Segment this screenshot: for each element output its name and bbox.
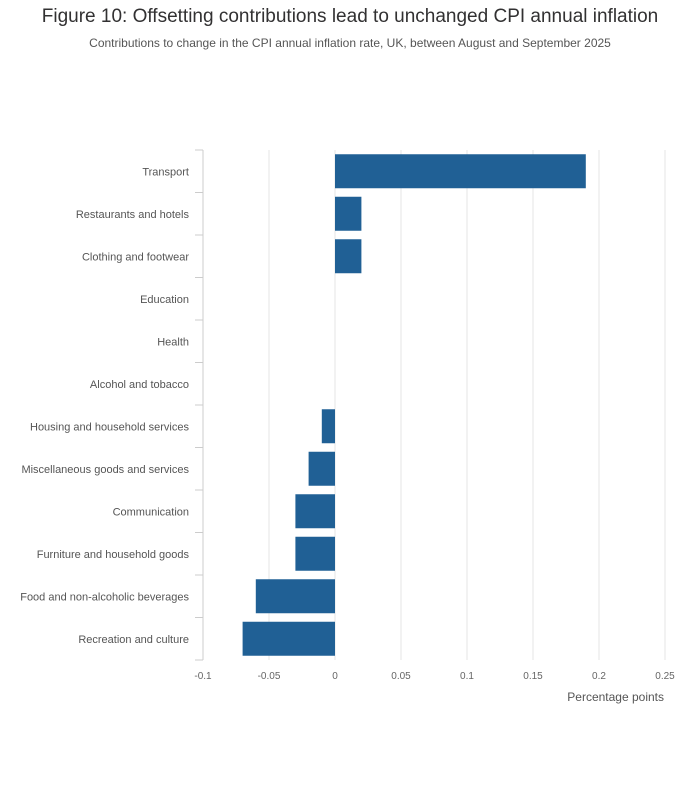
bar [255,579,335,614]
x-tick-label: 0.05 [391,671,411,682]
x-axis-title: Percentage points [567,690,664,704]
bar [295,494,335,529]
y-category-label: Communication [113,506,189,518]
bar [295,536,335,571]
bars [242,154,586,656]
bar [308,451,335,486]
chart-title: Figure 10: Offsetting contributions lead… [41,6,659,27]
bar [335,196,362,231]
y-category-label: Housing and household services [30,421,189,433]
bar [321,409,335,444]
y-category-label: Alcohol and tobacco [90,379,189,391]
y-category-label: Education [140,294,189,306]
y-category-label: Health [157,336,189,348]
y-category-label: Recreation and culture [78,634,189,646]
x-tick-label: 0.25 [655,671,675,682]
bar [335,154,586,189]
bar [242,621,335,656]
chart-subtitle: Contributions to change in the CPI annua… [89,36,611,50]
y-category-label: Restaurants and hotels [76,209,190,221]
y-category-label: Food and non-alcoholic beverages [20,591,189,603]
y-category-label: Miscellaneous goods and services [21,464,189,476]
y-category-label: Furniture and household goods [37,549,190,561]
axes: -0.1 -0.05 0 0.05 0.1 0.15 0.2 0.25 Transport Res… [20,149,675,682]
x-tick-label: 0.2 [592,671,606,682]
y-category-label: Transport [142,166,189,178]
y-category-label: Clothing and footwear [82,251,189,263]
x-tick-label: -0.1 [194,671,212,682]
bar [335,239,362,274]
x-tick-label: 0.1 [460,671,474,682]
x-tick-label: -0.05 [258,671,281,682]
x-tick-label: 0 [332,671,338,682]
x-tick-label: 0.15 [523,671,543,682]
